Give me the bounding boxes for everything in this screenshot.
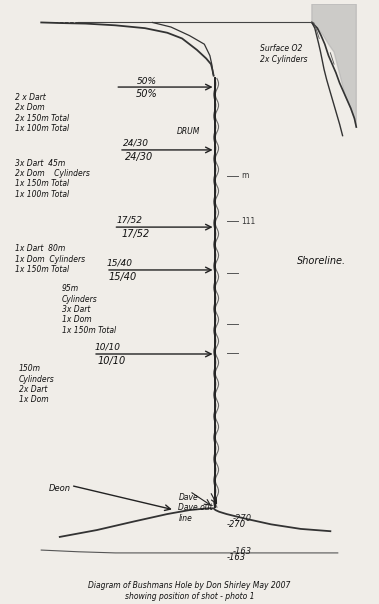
Text: Surface O2
2x Cylinders: Surface O2 2x Cylinders [260,44,307,63]
Text: 111: 111 [241,217,256,226]
Text: 2 x Dart
2x Dom
2x 150m Total
1x 100m Total: 2 x Dart 2x Dom 2x 150m Total 1x 100m To… [15,93,69,133]
Text: Shoreline.: Shoreline. [297,255,346,266]
Text: Diagram of Bushmans Hole by Don Shirley May 2007
showing position of shot - phot: Diagram of Bushmans Hole by Don Shirley … [88,582,291,601]
Text: 17/52: 17/52 [122,229,150,239]
Text: 50%: 50% [137,77,157,86]
Text: 24/30: 24/30 [125,152,153,162]
Text: -163: -163 [227,553,246,562]
Text: 15/40: 15/40 [109,272,137,281]
Text: -270: -270 [227,520,246,528]
Text: Dave
Dave out
line: Dave Dave out line [179,493,213,522]
Text: 95m
Cylinders
3x Dart
1x Dom
1x 150m Total: 95m Cylinders 3x Dart 1x Dom 1x 150m Tot… [62,284,116,335]
Text: 10/10: 10/10 [97,356,126,365]
Polygon shape [312,4,356,127]
Text: -163: -163 [232,547,251,556]
Text: -270: -270 [232,514,251,523]
Text: 15/40: 15/40 [106,259,132,268]
Text: 1x Dart  80m
1x Dom  Cylinders
1x 150m Total: 1x Dart 80m 1x Dom Cylinders 1x 150m Tot… [15,244,85,274]
Text: 3x Dart  45m
2x Dom    Cylinders
1x 150m Total
1x 100m Total: 3x Dart 45m 2x Dom Cylinders 1x 150m Tot… [15,158,90,199]
Text: m: m [241,171,249,180]
Text: DRUM: DRUM [177,127,200,136]
Text: 24/30: 24/30 [123,139,149,147]
Text: 150m
Cylinders
2x Dart
1x Dom: 150m Cylinders 2x Dart 1x Dom [19,364,55,405]
Text: 50%: 50% [136,89,158,99]
Text: Deon: Deon [49,484,70,493]
Text: 17/52: 17/52 [116,216,143,225]
Text: 10/10: 10/10 [95,342,121,352]
